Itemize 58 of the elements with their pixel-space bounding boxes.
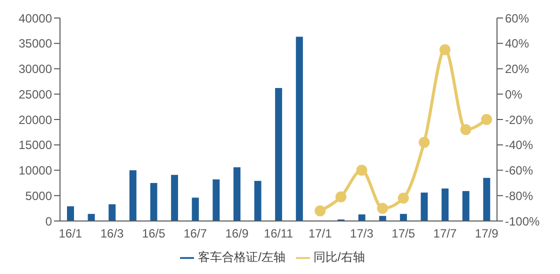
y2-tick-label: -40% xyxy=(505,138,534,152)
bar xyxy=(358,214,366,221)
point xyxy=(335,191,346,202)
y-tick-label: 15000 xyxy=(18,138,52,152)
legend-label: 客车合格证/左轴 xyxy=(198,250,286,264)
x-tick-label: 17/9 xyxy=(474,226,499,241)
y2-tick-label: 40% xyxy=(505,36,530,51)
y-tick-label: 0 xyxy=(45,214,52,228)
x-tick-label: 17/3 xyxy=(350,226,374,241)
bar xyxy=(296,36,303,221)
bar xyxy=(420,192,428,221)
point xyxy=(314,205,326,216)
y-tick-label: 10000 xyxy=(18,164,52,178)
bar xyxy=(483,178,490,221)
bar xyxy=(67,206,74,221)
bar xyxy=(150,182,158,221)
bar xyxy=(254,180,262,221)
bar xyxy=(108,204,116,221)
bar xyxy=(212,179,220,221)
point xyxy=(439,44,450,56)
point xyxy=(398,192,409,204)
y-tick-label: 5000 xyxy=(25,188,52,203)
y-tick-label: 20000 xyxy=(18,112,52,127)
bar xyxy=(192,198,199,221)
y2-tick-label: 0% xyxy=(505,87,523,102)
x-tick-label: 16/3 xyxy=(100,226,124,241)
bar xyxy=(129,170,136,221)
x-tick-label: 16/1 xyxy=(58,226,82,241)
bar xyxy=(233,167,240,221)
y-tick-label: 40000 xyxy=(18,11,52,26)
bar xyxy=(88,214,95,221)
y2-tick-label: -80% xyxy=(505,188,534,203)
y2-tick-label: -20% xyxy=(505,112,534,127)
x-tick-label: 16/5 xyxy=(142,226,166,241)
bar xyxy=(462,191,470,221)
x-tick-label: 16/7 xyxy=(184,226,208,241)
bar xyxy=(442,188,449,221)
y-tick-label: 35000 xyxy=(18,36,52,51)
point xyxy=(356,164,368,176)
legend-label: 同比/右轴 xyxy=(314,250,365,264)
y2-tick-label: -60% xyxy=(505,164,534,178)
y2-tick-label: 60% xyxy=(505,11,530,26)
point xyxy=(418,136,430,148)
y2-tick-label: 20% xyxy=(505,62,530,76)
bar xyxy=(275,88,282,221)
x-tick-label: 16/11 xyxy=(264,226,294,241)
x-tick-label: 17/5 xyxy=(392,226,416,241)
point xyxy=(460,124,472,136)
y-tick-label: 30000 xyxy=(18,62,52,76)
x-tick-label: 17/1 xyxy=(308,226,332,241)
x-tick-label: 17/7 xyxy=(433,226,457,241)
bar xyxy=(171,174,178,221)
point xyxy=(377,202,388,214)
bar xyxy=(400,214,407,221)
y-tick-label: 25000 xyxy=(18,87,52,102)
point xyxy=(481,114,492,125)
y2-tick-label: -100% xyxy=(505,214,540,228)
x-tick-label: 16/9 xyxy=(225,226,249,241)
